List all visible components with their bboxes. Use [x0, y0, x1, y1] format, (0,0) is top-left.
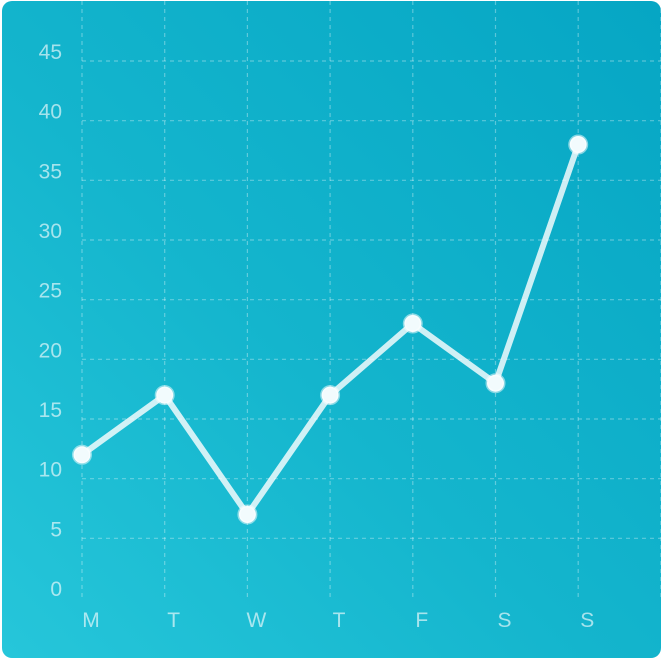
- x-tick-label: S: [497, 609, 511, 632]
- y-tick-label: 10: [39, 459, 62, 482]
- series: [72, 134, 589, 525]
- y-tick-label: 15: [39, 399, 62, 422]
- y-tick-label: 25: [39, 280, 62, 303]
- data-point[interactable]: [568, 134, 589, 155]
- data-point[interactable]: [72, 444, 92, 465]
- x-tick-label: M: [82, 609, 100, 632]
- y-tick-label: 20: [39, 339, 62, 362]
- x-tick-label: S: [580, 609, 594, 632]
- data-point[interactable]: [485, 373, 506, 394]
- y-tick-label: 45: [39, 41, 62, 64]
- grid: [81, 1, 661, 598]
- data-point[interactable]: [320, 385, 341, 406]
- x-tick-label: T: [333, 609, 346, 632]
- y-axis-ticks: 0 5 10 15 20 25 30 35 40 45: [39, 41, 62, 601]
- data-point[interactable]: [402, 313, 423, 334]
- x-tick-label: T: [167, 609, 180, 632]
- y-tick-label: 0: [50, 578, 62, 601]
- x-tick-label: W: [246, 609, 266, 632]
- y-tick-label: 35: [39, 160, 62, 183]
- x-tick-label: F: [415, 609, 428, 632]
- data-point[interactable]: [237, 504, 258, 525]
- y-tick-label: 30: [39, 220, 62, 243]
- data-point[interactable]: [154, 385, 175, 406]
- y-tick-label: 5: [50, 518, 62, 541]
- y-tick-label: 40: [39, 101, 62, 124]
